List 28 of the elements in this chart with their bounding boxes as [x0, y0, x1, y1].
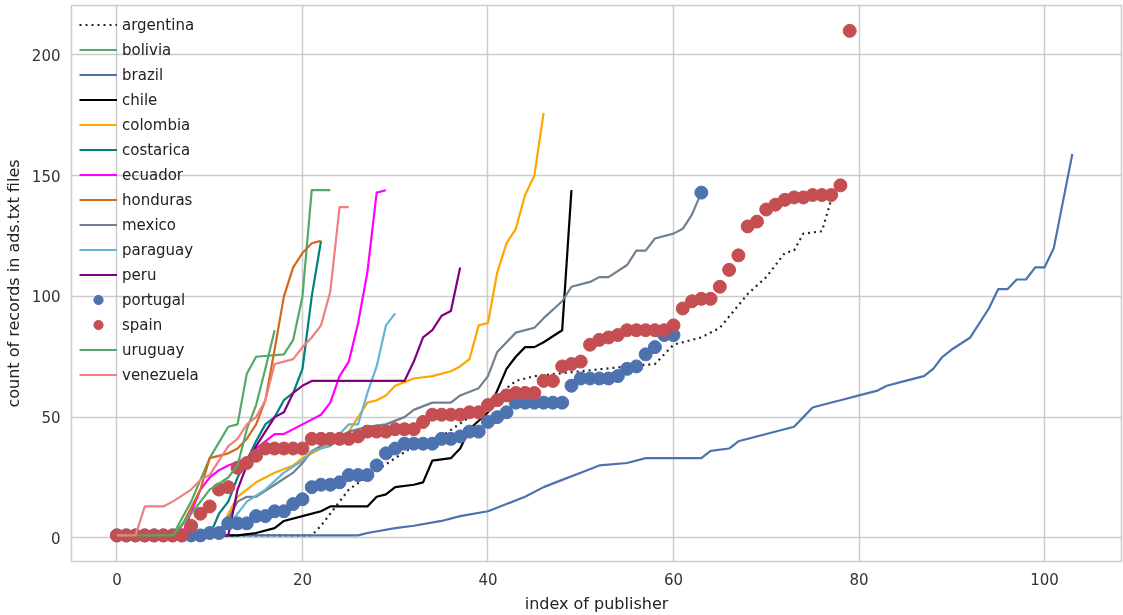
legend-label: mexico — [122, 214, 177, 236]
x-axis-title: index of publisher — [524, 593, 669, 613]
legend-label: ecuador — [122, 164, 184, 186]
legend-label: brazil — [122, 64, 164, 86]
y-tick-label: 50 — [41, 409, 61, 428]
legend-label: costarica — [122, 139, 191, 161]
legend-label: colombia — [122, 114, 191, 136]
legend-label: chile — [122, 89, 158, 111]
y-tick-label: 100 — [31, 288, 61, 307]
x-tick-label: 60 — [663, 570, 684, 589]
legend-label: portugal — [122, 289, 186, 311]
legend-label: paraguay — [122, 239, 194, 261]
legend-label: argentina — [122, 14, 195, 36]
legend-label: venezuela — [122, 364, 199, 386]
y-tick-label: 0 — [50, 529, 61, 548]
legend-label: bolivia — [122, 39, 172, 61]
y-axis-title: count of records in ads.txt files — [3, 159, 23, 408]
legend-label: spain — [122, 314, 163, 336]
legend-label: honduras — [122, 189, 193, 211]
x-tick-label: 40 — [478, 570, 498, 589]
y-tick-label: 150 — [31, 167, 61, 186]
x-tick-label: 20 — [292, 570, 313, 589]
legend-label: peru — [122, 264, 157, 286]
y-tick-label: 200 — [31, 46, 61, 65]
x-tick-label: 80 — [849, 570, 869, 589]
x-tick-label: 100 — [1030, 570, 1059, 589]
x-tick-label: 0 — [112, 570, 122, 589]
legend-label: uruguay — [122, 339, 185, 361]
